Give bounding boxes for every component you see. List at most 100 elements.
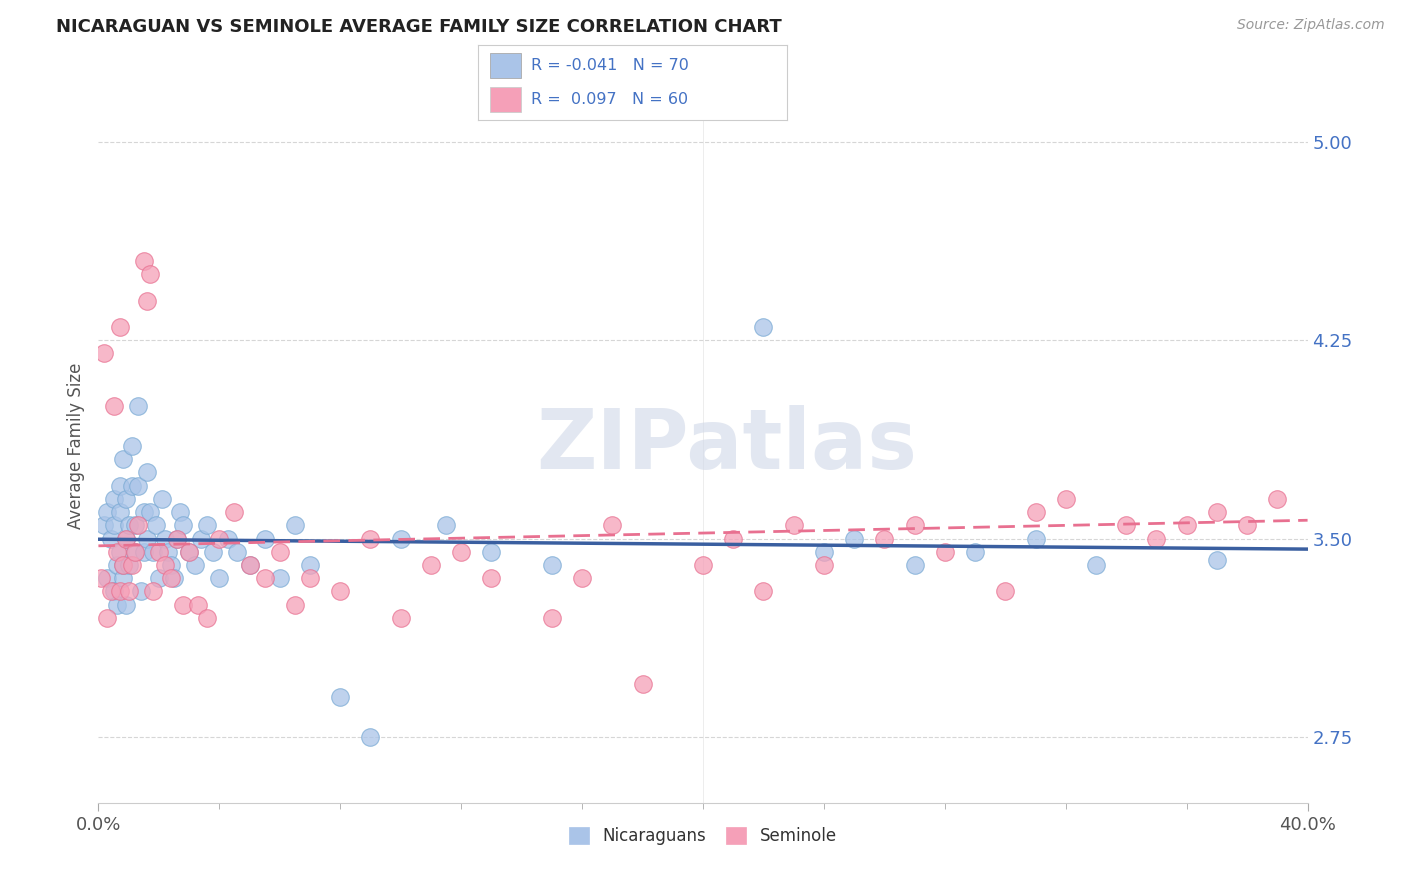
Point (284, 598, 307, 612)
Point (129, 584, 152, 599)
Point (100, 532, 122, 546)
Point (124, 518, 146, 533)
Point (108, 478, 131, 492)
Point (108, 320, 131, 334)
Point (127, 478, 149, 492)
Point (118, 584, 141, 599)
Point (299, 558, 322, 572)
Y-axis label: Average Family Size: Average Family Size (66, 363, 84, 529)
Point (844, 532, 866, 546)
Point (108, 545, 131, 559)
Point (540, 611, 562, 625)
Point (163, 571, 186, 585)
Point (752, 320, 775, 334)
Point (153, 532, 176, 546)
Point (1115, 518, 1137, 533)
Point (114, 491, 136, 506)
Point (239, 558, 262, 572)
Point (93, 518, 115, 533)
Point (1206, 552, 1229, 566)
Point (873, 532, 896, 546)
Point (360, 532, 382, 546)
Point (142, 545, 165, 559)
Point (269, 545, 291, 559)
Point (103, 491, 125, 506)
Point (190, 532, 212, 546)
Text: R =  0.097   N = 60: R = 0.097 N = 60 (530, 92, 688, 107)
Point (813, 545, 835, 559)
Point (124, 545, 146, 559)
Text: ZIPatlas: ZIPatlas (537, 406, 918, 486)
Point (994, 584, 1017, 599)
Point (1085, 558, 1108, 572)
Bar (491, 87, 522, 112)
Point (184, 558, 207, 572)
Point (299, 571, 322, 585)
Point (124, 545, 146, 559)
Point (329, 584, 352, 599)
Point (90, 571, 112, 585)
Point (1024, 532, 1046, 546)
Point (111, 571, 134, 585)
Point (121, 478, 143, 492)
Point (723, 532, 745, 546)
Point (103, 518, 125, 533)
Point (1054, 491, 1077, 506)
Point (139, 505, 162, 519)
Point (118, 558, 141, 572)
Point (1267, 491, 1289, 506)
Point (269, 571, 291, 585)
Point (153, 558, 176, 572)
Point (111, 558, 134, 572)
Point (108, 505, 131, 519)
Point (195, 518, 218, 533)
Point (160, 558, 183, 572)
Point (202, 545, 225, 559)
Point (148, 545, 170, 559)
Legend: Nicaraguans, Seminole: Nicaraguans, Seminole (562, 820, 844, 852)
Point (692, 558, 714, 572)
Point (93, 346, 115, 360)
Point (226, 545, 249, 559)
Point (172, 598, 194, 612)
Text: NICARAGUAN VS SEMINOLE AVERAGE FAMILY SIZE CORRELATION CHART: NICARAGUAN VS SEMINOLE AVERAGE FAMILY SI… (56, 18, 782, 36)
Point (904, 558, 927, 572)
Point (150, 491, 173, 506)
Point (450, 545, 472, 559)
Point (208, 532, 231, 546)
Point (329, 690, 352, 704)
Point (1236, 518, 1258, 533)
Point (284, 518, 307, 533)
Point (602, 518, 624, 533)
Point (105, 598, 128, 612)
Point (195, 611, 218, 625)
Point (420, 558, 443, 572)
Point (934, 545, 956, 559)
Point (96, 571, 118, 585)
Point (139, 267, 162, 281)
Point (540, 558, 562, 572)
Point (481, 571, 503, 585)
Point (121, 439, 143, 453)
Point (389, 532, 412, 546)
Point (904, 518, 927, 533)
Point (752, 584, 775, 599)
Point (1175, 518, 1198, 533)
Point (156, 545, 179, 559)
Point (114, 598, 136, 612)
Point (253, 532, 276, 546)
Point (783, 518, 806, 533)
Point (208, 571, 231, 585)
Point (631, 677, 654, 691)
Point (239, 558, 262, 572)
Point (253, 571, 276, 585)
Point (135, 466, 157, 480)
Point (1144, 532, 1167, 546)
Point (105, 558, 128, 572)
Point (169, 505, 191, 519)
Point (142, 584, 165, 599)
Point (148, 571, 170, 585)
Point (360, 730, 382, 744)
Point (481, 545, 503, 559)
Point (111, 558, 134, 572)
